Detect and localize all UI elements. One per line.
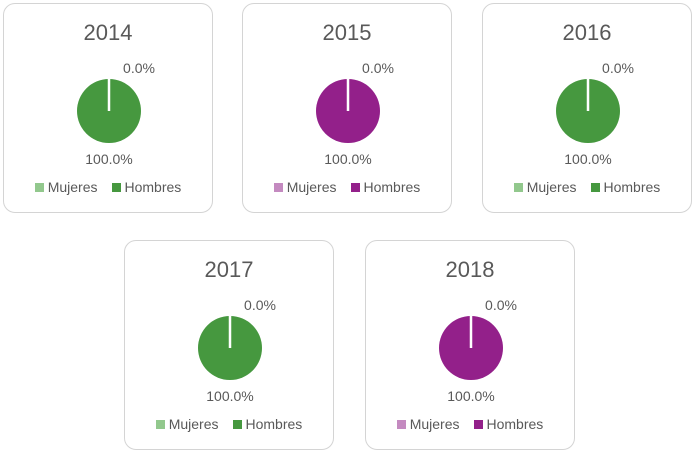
data-label-mujeres: 0.0% [602,60,634,76]
chart-card-2016: 2016 0.0% 100.0% Mujeres Hombres [482,3,692,213]
legend: Mujeres Hombres [4,179,212,195]
legend-item-mujeres: Mujeres [34,179,98,195]
chart-card-2014: 2014 0.0% 100.0% Mujeres Hombres [3,3,213,213]
data-label-hombres: 100.0% [324,151,371,167]
legend: Mujeres Hombres [125,416,333,432]
data-label-hombres: 100.0% [85,151,132,167]
pie-chart: 0.0% 100.0% [198,297,276,404]
legend-swatch-mujeres [513,182,523,192]
legend-label: Hombres [603,179,661,195]
legend-label: Mujeres [409,416,460,432]
data-label-hombres: 100.0% [564,151,611,167]
chart-card-2018: 2018 0.0% 100.0% Mujeres Hombres [365,240,575,450]
legend-label: Hombres [245,416,303,432]
legend-swatch-mujeres [396,419,406,429]
legend-label: Hombres [486,416,544,432]
legend-item-hombres: Hombres [473,416,544,432]
chart-title: 2014 [83,20,133,45]
legend-label: Mujeres [47,179,98,195]
legend-label: Hombres [363,179,421,195]
pie-chart: 0.0% 100.0% [439,297,517,404]
data-label-mujeres: 0.0% [362,60,394,76]
legend-label: Mujeres [168,416,219,432]
legend-item-mujeres: Mujeres [155,416,219,432]
chart-title: 2018 [445,257,495,282]
legend-item-hombres: Hombres [111,179,182,195]
legend-item-mujeres: Mujeres [396,416,460,432]
legend: Mujeres Hombres [243,179,451,195]
data-label-mujeres: 0.0% [123,60,155,76]
legend-item-mujeres: Mujeres [273,179,337,195]
legend-swatch-mujeres [34,182,44,192]
legend-swatch-hombres [350,182,360,192]
legend-label: Mujeres [526,179,577,195]
chart-card-2015: 2015 0.0% 100.0% Mujeres Hombres [242,3,452,213]
legend-item-mujeres: Mujeres [513,179,577,195]
legend-swatch-hombres [232,419,242,429]
chart-title: 2015 [322,20,372,45]
data-label-mujeres: 0.0% [485,297,517,313]
legend-label: Hombres [124,179,182,195]
legend-swatch-hombres [111,182,121,192]
pie-chart: 0.0% 100.0% [556,60,634,167]
legend: Mujeres Hombres [483,179,691,195]
legend-item-hombres: Hombres [590,179,661,195]
legend-swatch-mujeres [155,419,165,429]
legend-swatch-hombres [473,419,483,429]
legend-item-hombres: Hombres [232,416,303,432]
pie-chart: 0.0% 100.0% [77,60,155,167]
chart-card-2017: 2017 0.0% 100.0% Mujeres Hombres [124,240,334,450]
legend-item-hombres: Hombres [350,179,421,195]
data-label-mujeres: 0.0% [244,297,276,313]
data-label-hombres: 100.0% [447,388,494,404]
legend-label: Mujeres [286,179,337,195]
legend-swatch-hombres [590,182,600,192]
data-label-hombres: 100.0% [206,388,253,404]
chart-title: 2017 [204,257,254,282]
legend: Mujeres Hombres [366,416,574,432]
pie-chart: 0.0% 100.0% [316,60,394,167]
legend-swatch-mujeres [273,182,283,192]
chart-title: 2016 [562,20,612,45]
